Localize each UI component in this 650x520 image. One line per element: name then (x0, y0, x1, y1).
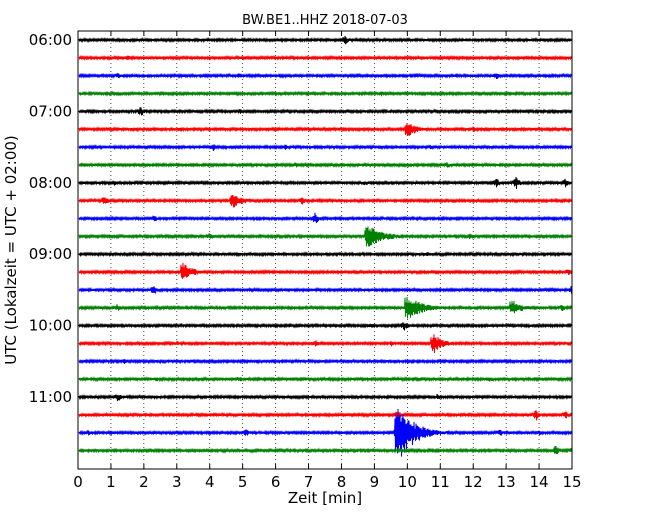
trace-0715 (78, 123, 572, 136)
x-axis-label: Zeit [min] (288, 489, 362, 507)
x-tick-label: 4 (205, 473, 215, 491)
trace-0930 (78, 286, 572, 294)
x-tick-label: 3 (172, 473, 182, 491)
x-tick-label: 10 (398, 473, 417, 491)
y-tick-label: 09:00 (29, 245, 72, 263)
trace-1015 (78, 334, 572, 354)
trace-0615 (78, 54, 572, 61)
x-tick-label: 0 (73, 473, 83, 491)
trace-0600 (78, 35, 572, 45)
trace-1045 (78, 376, 572, 383)
y-tick-label: 11:00 (29, 388, 72, 406)
trace-1030 (78, 358, 572, 365)
trace-0830 (78, 212, 572, 224)
x-tick-label: 12 (464, 473, 483, 491)
trace-0900 (78, 251, 572, 258)
x-tick-label: 13 (497, 473, 516, 491)
y-axis: 06:00 07:00 08:00 09:00 10:00 11:00 (29, 31, 572, 406)
x-tick-label: 8 (337, 473, 347, 491)
x-tick-label: 11 (431, 473, 450, 491)
x-tick-label: 2 (139, 473, 149, 491)
trace-0745 (78, 161, 572, 169)
trace-0800 (78, 176, 572, 189)
x-tick-label: 1 (106, 473, 116, 491)
y-tick-label: 07:00 (29, 102, 72, 120)
trace-0945 (78, 296, 572, 319)
x-tick-label: 15 (562, 473, 581, 491)
x-tick-label: 9 (370, 473, 380, 491)
x-tick-label: 5 (238, 473, 248, 491)
trace-0845 (78, 226, 572, 247)
trace-1130 (78, 408, 572, 457)
trace-1100 (78, 393, 572, 402)
trace-0645 (78, 90, 572, 97)
trace-1145 (78, 445, 572, 455)
x-tick-label: 14 (530, 473, 549, 491)
chart-title: BW.BE1..HHZ 2018-07-03 (242, 13, 408, 28)
trace-0915 (78, 262, 572, 279)
trace-1115 (78, 410, 572, 421)
trace-0815 (78, 194, 572, 208)
y-tick-label: 08:00 (29, 174, 72, 192)
vertical-gridlines (110, 31, 540, 469)
x-axis: 0 1 2 3 4 5 6 7 8 9 10 11 12 13 14 15 (73, 31, 582, 491)
trace-group (78, 35, 572, 457)
trace-1000 (78, 322, 572, 331)
y-tick-label: 10:00 (29, 317, 72, 335)
x-tick-label: 6 (271, 473, 281, 491)
plot-frame (77, 30, 573, 470)
trace-0730 (78, 143, 572, 152)
trace-0630 (78, 72, 572, 79)
y-axis-label: UTC (Lokalzeit = UTC + 02:00) (2, 135, 20, 365)
trace-0700 (78, 107, 572, 116)
y-tick-label: 06:00 (29, 31, 72, 49)
x-tick-label: 7 (304, 473, 314, 491)
